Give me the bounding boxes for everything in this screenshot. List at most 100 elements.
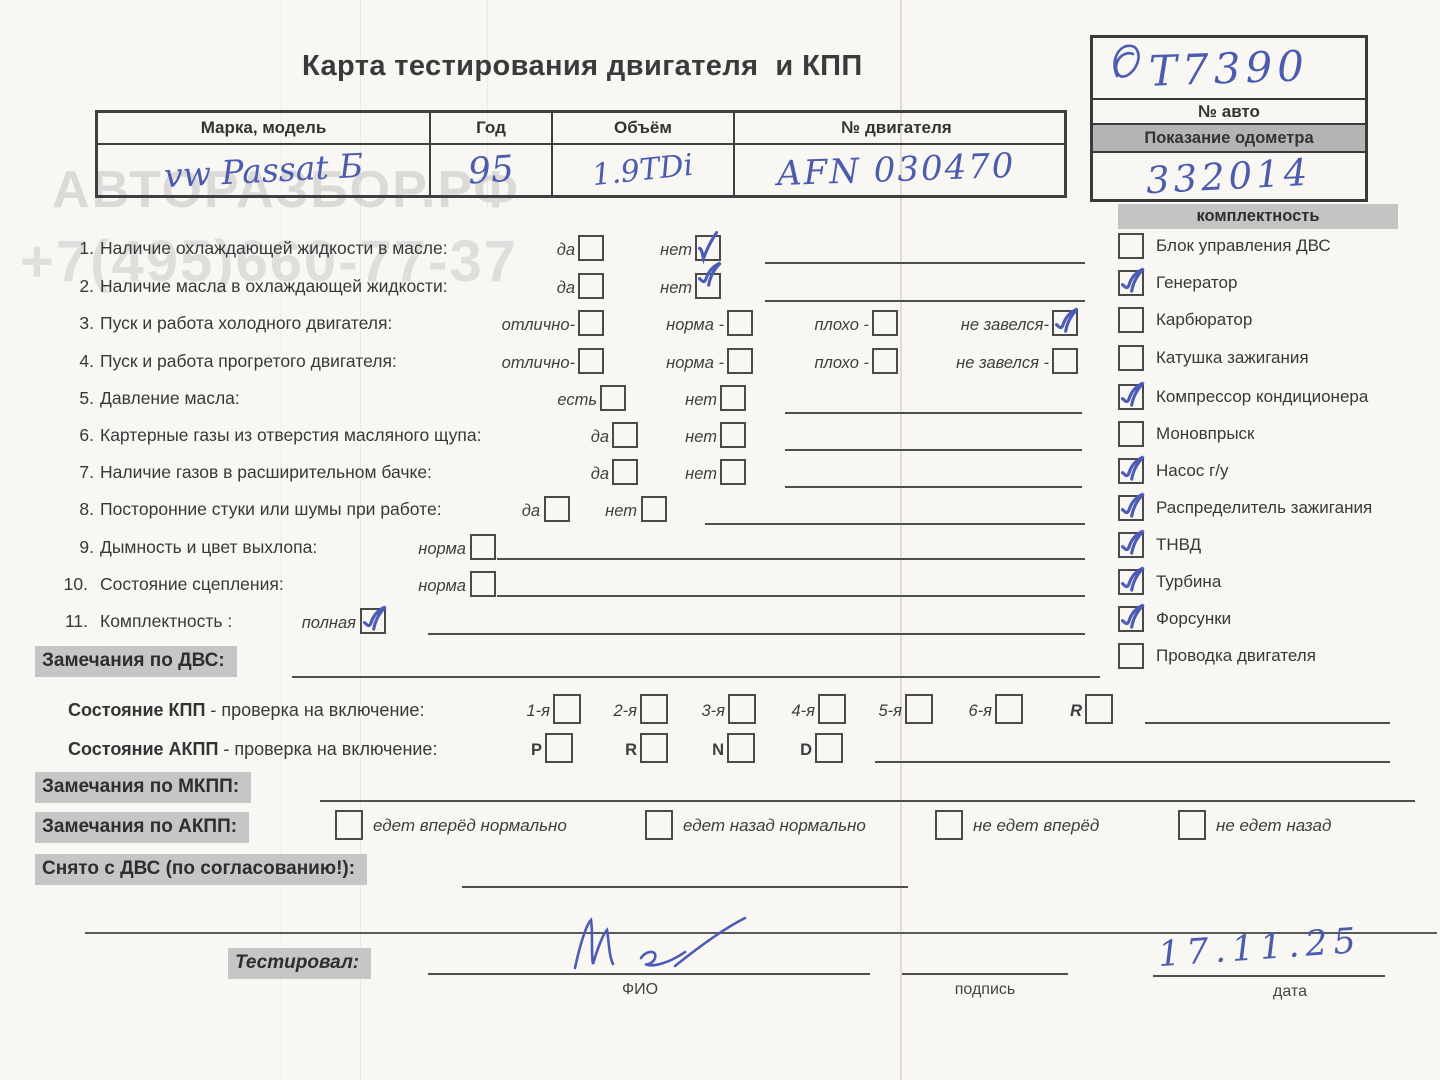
equipment-checkbox[interactable] — [1118, 492, 1145, 521]
blank-line — [785, 449, 1082, 451]
gear-checkbox[interactable] — [545, 733, 573, 763]
equipment-checkbox[interactable] — [1118, 603, 1145, 632]
checkmark-icon — [362, 605, 387, 631]
option-checkbox[interactable] — [612, 422, 638, 448]
equipment-item-label: Блок управления ДВС — [1156, 236, 1331, 255]
option-label: норма - — [666, 316, 724, 334]
signature-caption: подпись — [954, 981, 1016, 998]
option-checkbox[interactable] — [600, 385, 626, 411]
option-label: норма - — [666, 354, 724, 372]
option-checkbox[interactable] — [695, 261, 722, 299]
gear-checkbox[interactable] — [553, 694, 581, 724]
option-checkbox[interactable] — [872, 348, 898, 374]
equipment-checkbox[interactable] — [1118, 455, 1145, 484]
fold-line — [360, 0, 361, 1080]
odometer-label: Показание одометра — [1093, 125, 1365, 153]
equipment-checkbox[interactable] — [1118, 421, 1144, 447]
equipment-checkbox[interactable] — [1118, 643, 1144, 669]
volume-value-cell: 1.9TDi — [553, 145, 735, 195]
option-checkbox[interactable] — [360, 605, 387, 634]
item-number: 4. — [79, 351, 94, 371]
gear-checkbox[interactable] — [640, 733, 668, 763]
akpp-option-label: не едет вперёд — [973, 816, 1100, 835]
option-label: не завелся - — [956, 354, 1049, 372]
equipment-item-label: Карбюратор — [1156, 310, 1253, 329]
col-header-year: Год — [431, 113, 553, 143]
gear-checkbox[interactable] — [728, 694, 756, 724]
item-label: Пуск и работа холодного двигателя: — [100, 313, 393, 333]
equipment-checkbox[interactable] — [1118, 345, 1144, 371]
akpp-option-checkbox[interactable] — [335, 810, 363, 840]
blank-line — [497, 558, 1085, 560]
blank-line — [785, 486, 1082, 488]
equipment-item-label: ТНВД — [1156, 535, 1202, 554]
gear-label: 2-я — [613, 702, 638, 720]
option-checkbox[interactable] — [1052, 348, 1078, 374]
item-label: Наличие масла в охлаждающей жидкости: — [100, 276, 448, 296]
gear-checkbox[interactable] — [1085, 694, 1113, 724]
akpp-option-checkbox[interactable] — [935, 810, 963, 840]
checkmark-icon — [1054, 307, 1079, 333]
option-checkbox[interactable] — [578, 235, 604, 261]
item-number: 11. — [64, 611, 88, 631]
option-label: да — [521, 502, 540, 520]
gear-label: N — [712, 741, 724, 759]
equipment-checkbox[interactable] — [1118, 307, 1144, 333]
option-label: плохо - — [814, 354, 869, 372]
gear-checkbox[interactable] — [905, 694, 933, 724]
signature-handwritten — [573, 916, 747, 970]
item-label: Дымность и цвет выхлопа: — [100, 537, 318, 557]
auto-number-cell: Т7390 — [1093, 38, 1365, 100]
option-checkbox[interactable] — [872, 310, 898, 336]
option-checkbox[interactable] — [578, 273, 604, 299]
checkmark-icon — [1120, 603, 1145, 629]
equipment-checkbox[interactable] — [1118, 381, 1145, 410]
option-checkbox[interactable] — [544, 496, 570, 522]
akpp-option-checkbox[interactable] — [1178, 810, 1206, 840]
akpp-option-checkbox[interactable] — [645, 810, 673, 840]
model-handwritten: vw Passat Б — [162, 145, 365, 195]
option-checkbox[interactable] — [727, 348, 753, 374]
blank-line — [765, 300, 1085, 302]
option-checkbox[interactable] — [578, 310, 604, 336]
option-checkbox[interactable] — [720, 385, 746, 411]
gear-checkbox[interactable] — [818, 694, 846, 724]
option-checkbox[interactable] — [612, 459, 638, 485]
gear-checkbox[interactable] — [727, 733, 755, 763]
option-checkbox[interactable] — [727, 310, 753, 336]
equipment-checkbox[interactable] — [1118, 233, 1144, 259]
option-checkbox[interactable] — [470, 571, 496, 597]
item-number: 9. — [79, 537, 94, 557]
option-checkbox[interactable] — [641, 496, 667, 522]
option-label: отлично- — [501, 316, 575, 334]
checkmark-icon — [697, 261, 722, 287]
option-checkbox[interactable] — [1052, 307, 1079, 336]
blank-line — [320, 800, 1415, 802]
akpp-option-label: едет вперёд нормально — [373, 816, 567, 835]
date-caption: дата — [1273, 983, 1307, 1000]
option-checkbox[interactable] — [720, 459, 746, 485]
checkmark-icon — [1120, 267, 1145, 293]
watermark-line2: +7(495)660-77-37 — [20, 229, 518, 294]
engine-number-value-cell: AFN 030470 — [735, 145, 1058, 195]
auto-number-label: № авто — [1093, 100, 1365, 125]
equipment-checkbox[interactable] — [1118, 267, 1145, 296]
item-number: 5. — [79, 388, 94, 408]
option-label: нет — [685, 391, 717, 409]
equipment-checkbox[interactable] — [1118, 566, 1145, 595]
option-checkbox[interactable] — [578, 348, 604, 374]
item-label: Картерные газы из отверстия масляного щу… — [100, 425, 482, 445]
blank-line — [785, 412, 1082, 414]
option-checkbox[interactable] — [470, 534, 496, 560]
gear-checkbox[interactable] — [995, 694, 1023, 724]
option-checkbox[interactable] — [720, 422, 746, 448]
checkmark-icon — [1120, 529, 1145, 555]
equipment-item-label: Проводка двигателя — [1156, 646, 1316, 665]
gear-checkbox[interactable] — [815, 733, 843, 763]
equipment-checkbox[interactable] — [1118, 529, 1145, 558]
ink-scribble — [1113, 44, 1140, 78]
gear-checkbox[interactable] — [640, 694, 668, 724]
option-checkbox[interactable] — [695, 231, 721, 264]
option-label: норма — [418, 577, 466, 595]
